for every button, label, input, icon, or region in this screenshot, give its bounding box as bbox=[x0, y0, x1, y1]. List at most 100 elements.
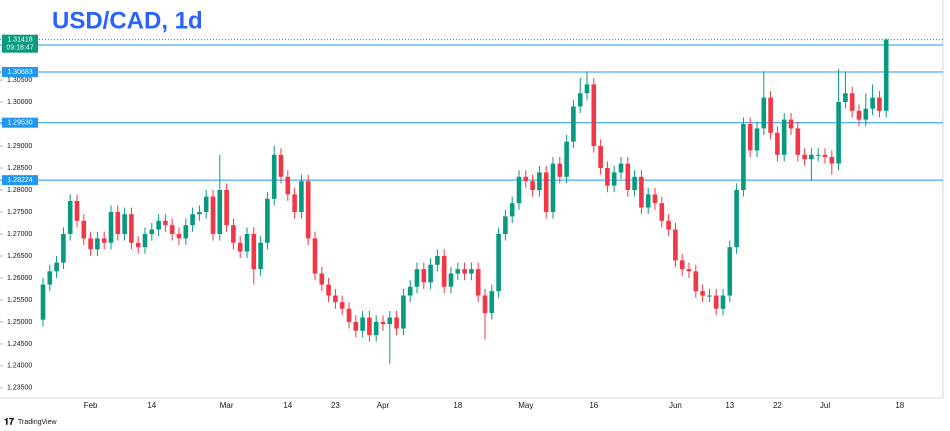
candle-body bbox=[414, 269, 420, 287]
level-label-box bbox=[2, 117, 38, 128]
candle-body bbox=[435, 255, 440, 265]
candle-body bbox=[883, 39, 889, 111]
candle-body bbox=[802, 154, 807, 160]
candle-body bbox=[530, 181, 535, 190]
candle-body bbox=[265, 198, 270, 243]
candle-body bbox=[503, 216, 508, 234]
candle-body bbox=[326, 284, 331, 296]
candle-body bbox=[231, 225, 236, 243]
candle-body bbox=[455, 269, 461, 274]
x-tick-label: 22 bbox=[773, 401, 782, 410]
x-tick-label: 13 bbox=[725, 401, 734, 410]
candle-body bbox=[47, 271, 53, 285]
y-tick-label: 1.28000 bbox=[7, 187, 32, 194]
candle-body bbox=[829, 157, 835, 164]
candle-body bbox=[666, 220, 671, 230]
candle-body bbox=[639, 176, 644, 208]
candle-body bbox=[611, 172, 617, 186]
logo-mark: 𝟏𝟕 bbox=[4, 416, 14, 426]
candle-body bbox=[482, 295, 488, 314]
candle-body bbox=[353, 321, 359, 331]
candle-body bbox=[299, 181, 304, 212]
candle-body bbox=[285, 176, 291, 195]
candle-body bbox=[727, 247, 733, 296]
candle-body bbox=[679, 260, 685, 270]
candle-body bbox=[489, 291, 495, 314]
candle-body bbox=[407, 286, 413, 296]
last-price-label: 1.31418 bbox=[7, 37, 32, 44]
candle-body bbox=[543, 172, 549, 212]
candle-body bbox=[550, 163, 556, 212]
candle-body bbox=[251, 233, 257, 270]
candle-body bbox=[700, 291, 705, 296]
candle-body bbox=[856, 110, 862, 120]
candle-body bbox=[135, 242, 141, 248]
candle-body bbox=[557, 163, 563, 177]
level-label: 1.29530 bbox=[7, 120, 32, 127]
candle-body bbox=[645, 194, 651, 208]
candle-body bbox=[849, 93, 855, 111]
candle-body bbox=[278, 154, 284, 177]
candle-body bbox=[843, 93, 848, 103]
y-tick-label: 1.25500 bbox=[7, 297, 32, 304]
candle-body bbox=[795, 128, 801, 155]
candle-body bbox=[367, 317, 372, 336]
candle-body bbox=[428, 264, 433, 283]
candle-body bbox=[197, 211, 202, 215]
candle-body bbox=[577, 93, 583, 107]
candle-body bbox=[815, 154, 821, 156]
candle-body bbox=[870, 97, 875, 109]
candle-body bbox=[469, 269, 474, 274]
candle-body bbox=[421, 269, 427, 283]
candle-body bbox=[659, 203, 665, 221]
candle-body bbox=[142, 233, 148, 248]
y-tick-label: 1.25000 bbox=[7, 319, 32, 326]
last-price-box bbox=[2, 34, 38, 53]
x-tick-label: Apr bbox=[377, 401, 390, 410]
candle-body bbox=[673, 229, 678, 261]
candle-body bbox=[809, 154, 814, 160]
candle-body bbox=[373, 321, 379, 336]
candle-body bbox=[462, 269, 467, 274]
candle-body bbox=[516, 176, 522, 204]
candle-body bbox=[652, 194, 658, 204]
x-tick-label: 23 bbox=[331, 401, 340, 410]
candle-body bbox=[863, 108, 869, 120]
candle-body bbox=[605, 168, 610, 186]
candle-body bbox=[401, 295, 406, 329]
candle-body bbox=[258, 242, 263, 270]
countdown: 09:18:47 bbox=[6, 45, 33, 52]
candle-body bbox=[686, 269, 692, 272]
candle-body bbox=[441, 255, 447, 287]
candle-body bbox=[598, 146, 603, 169]
candle-body bbox=[122, 214, 127, 234]
candle-body bbox=[101, 238, 107, 243]
candle-body bbox=[380, 321, 386, 325]
candle-body bbox=[761, 97, 767, 129]
candle-body bbox=[394, 317, 399, 329]
candle-body bbox=[360, 317, 365, 331]
y-tick-label: 1.24000 bbox=[7, 363, 32, 370]
candle-body bbox=[176, 233, 182, 239]
y-tick-label: 1.29000 bbox=[7, 143, 32, 150]
plot-area: 1.23500 1.24000 1.24500 1.25000 1.25500 1.260… bbox=[0, 38, 943, 410]
candle-body bbox=[693, 271, 699, 292]
candle-body bbox=[632, 176, 637, 190]
candle-body bbox=[754, 128, 760, 151]
candle-body bbox=[618, 163, 624, 173]
candle-body bbox=[707, 295, 712, 297]
chart-title: USD/CAD, 1d bbox=[52, 7, 203, 34]
y-tick-label: 1.28500 bbox=[7, 165, 32, 172]
candle-body bbox=[190, 214, 195, 226]
candle-body bbox=[319, 273, 325, 285]
candle-body bbox=[237, 242, 243, 252]
candle-body bbox=[346, 308, 352, 322]
candle-body bbox=[448, 273, 454, 287]
x-tick-label: Jun bbox=[669, 401, 682, 410]
x-tick-label: 18 bbox=[453, 401, 462, 410]
candle-body bbox=[720, 295, 726, 309]
x-tick-label: 14 bbox=[283, 401, 292, 410]
level-label: 1.30683 bbox=[7, 69, 32, 76]
